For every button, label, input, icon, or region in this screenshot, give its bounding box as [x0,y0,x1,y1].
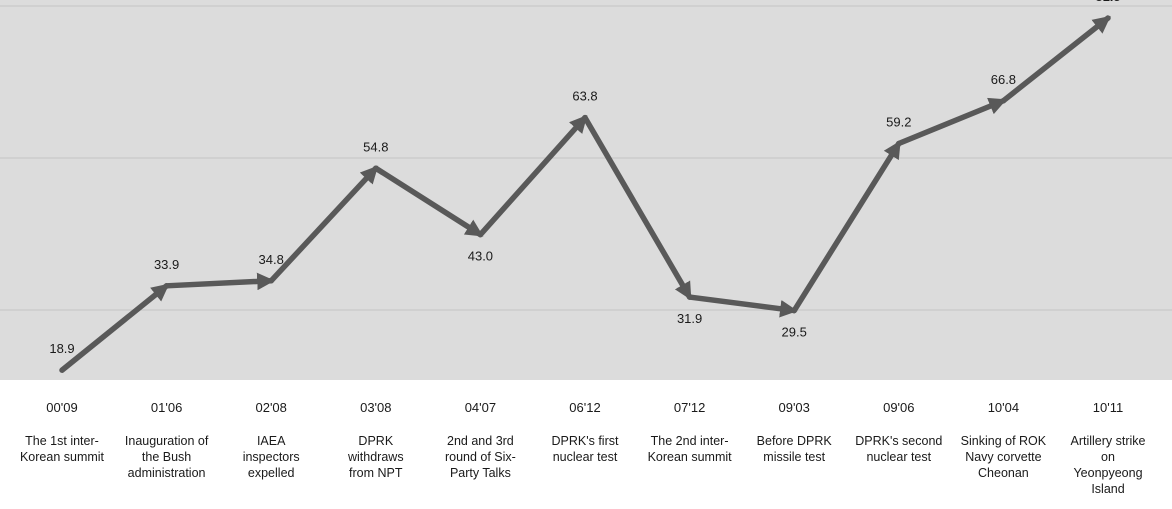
x-tick-label: 09'03 [778,400,809,415]
line-segment [1000,15,1111,104]
line-segment [59,283,170,373]
line-segment [268,165,379,284]
data-label: 43.0 [468,249,493,264]
data-label: 66.8 [991,72,1016,87]
data-label: 34.8 [259,252,284,267]
x-tick-label: 10'11 [1093,400,1123,415]
data-label: 63.8 [572,89,597,104]
event-label: DPRK's first nuclear test [552,434,620,464]
data-label: 59.2 [886,115,911,130]
data-label: 29.5 [782,325,807,340]
line-segment [163,272,275,291]
value-labels: 18.9 33.9 34.8 54.8 43.0 63.8 31.9 29.5 59.2 66.8… [49,0,1120,356]
series-line [59,15,1111,373]
data-label: 54.8 [363,139,388,154]
x-tick-label: 07'12 [674,400,705,415]
event-label: Inauguration of the Bush administration [125,434,209,480]
event-label: 2nd and 3rd round of Six-Party Talks [445,434,516,480]
event-label: The 1st inter-Korean summit [20,434,105,464]
gridlines [0,5,1172,311]
x-tick-label: 02'08 [255,400,286,415]
line-segment [791,140,902,314]
x-tick-label: 09'06 [883,400,914,415]
event-label: Before DPRK missile test [757,434,833,464]
x-tick-label: 10'04 [988,400,1019,415]
event-label: The 2nd inter-Korean summit [648,434,733,464]
event-label: IAEA inspectors expelled [243,434,300,480]
line-segment [477,114,588,238]
line-segment [582,114,693,301]
line-segment [373,165,484,238]
event-label: Sinking of ROK Navy corvette Cheonan [961,434,1047,480]
event-label: Artillery strike on Yeonpyeong Island [1070,434,1145,496]
data-label: 33.9 [154,257,179,272]
event-label: DPRK withdraws from NPT [347,434,404,480]
event-label: DPRK's second nuclear test [855,434,942,464]
x-tick-label: 03'08 [360,400,391,415]
x-axis-dates: 00'09 01'06 02'08 03'08 04'07 06'12 07'12 09'03… [46,400,1123,415]
data-label: 31.9 [677,311,702,326]
x-tick-label: 00'09 [46,400,77,415]
data-label: 81.5 [1095,0,1120,4]
x-tick-label: 04'07 [465,400,496,415]
line-segment [686,294,798,318]
x-tick-label: 06'12 [569,400,600,415]
x-tick-label: 01'06 [151,400,182,415]
data-label: 18.9 [49,341,74,356]
x-axis-events: The 1st inter-Korean summit Inauguration … [20,434,1146,496]
line-segment [896,97,1007,147]
plot-area [0,0,1172,380]
